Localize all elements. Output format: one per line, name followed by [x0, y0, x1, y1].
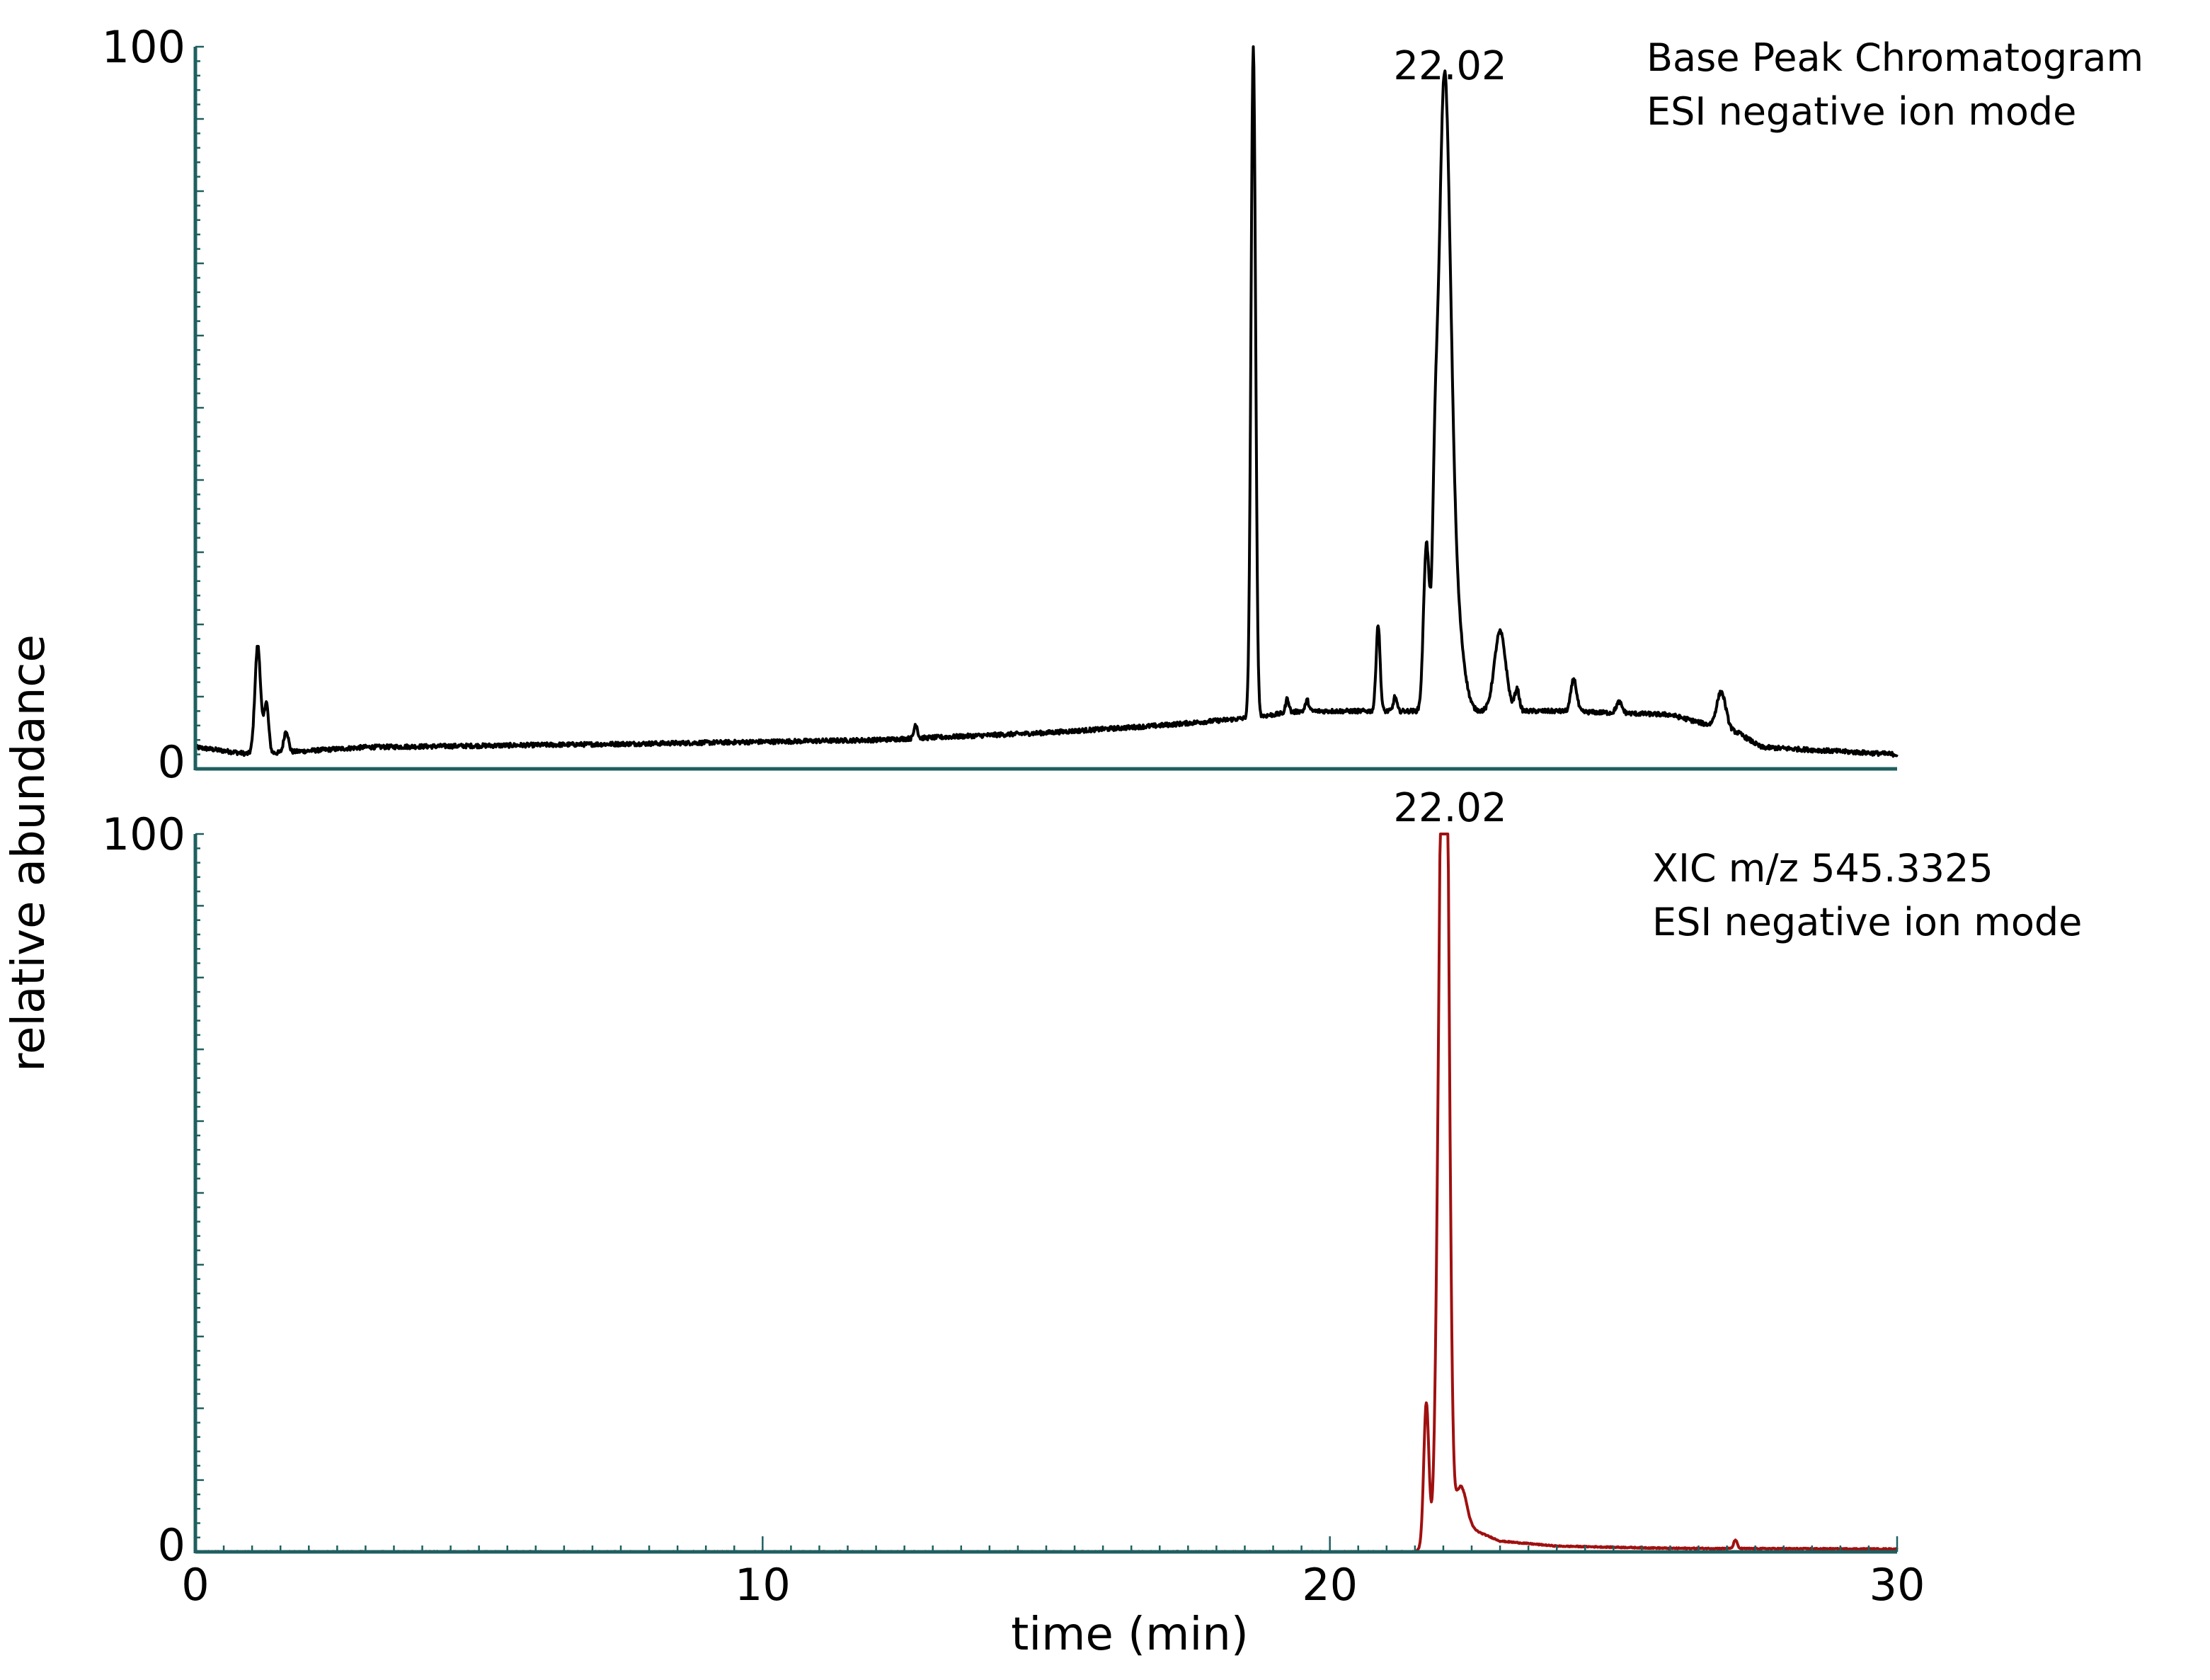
- xic-trace: [194, 833, 1899, 1553]
- bpc-peak-label: 22.02: [1393, 43, 1506, 89]
- y-axis-title: relative abundance: [3, 634, 55, 1072]
- xic-peak-label: 22.02: [1393, 785, 1506, 831]
- bpc-y-tick-label: 0: [158, 736, 185, 788]
- x-axis-title: time (min): [1011, 1608, 1249, 1661]
- xic-annotation: ESI negative ion mode: [1652, 900, 2082, 944]
- bpc-annotation: ESI negative ion mode: [1647, 89, 2076, 134]
- bpc-trace: [194, 45, 1899, 758]
- bpc-y-tick-label: 100: [102, 21, 185, 73]
- x-tick-label: 20: [1302, 1559, 1358, 1611]
- xic-y-tick-label: 0: [158, 1519, 185, 1571]
- x-tick-label: 10: [735, 1559, 791, 1611]
- x-tick-label: 30: [1870, 1559, 1925, 1611]
- xic-y-tick-label: 100: [102, 808, 185, 860]
- x-tick-label: 0: [181, 1559, 209, 1611]
- xic-annotation: XIC m/z 545.3325: [1652, 846, 1993, 891]
- bpc-annotation: Base Peak Chromatogram: [1647, 35, 2143, 80]
- base-peak-chromatogram-panel: 0 100 Base Peak Chromatogram ESI negative i…: [102, 21, 2143, 788]
